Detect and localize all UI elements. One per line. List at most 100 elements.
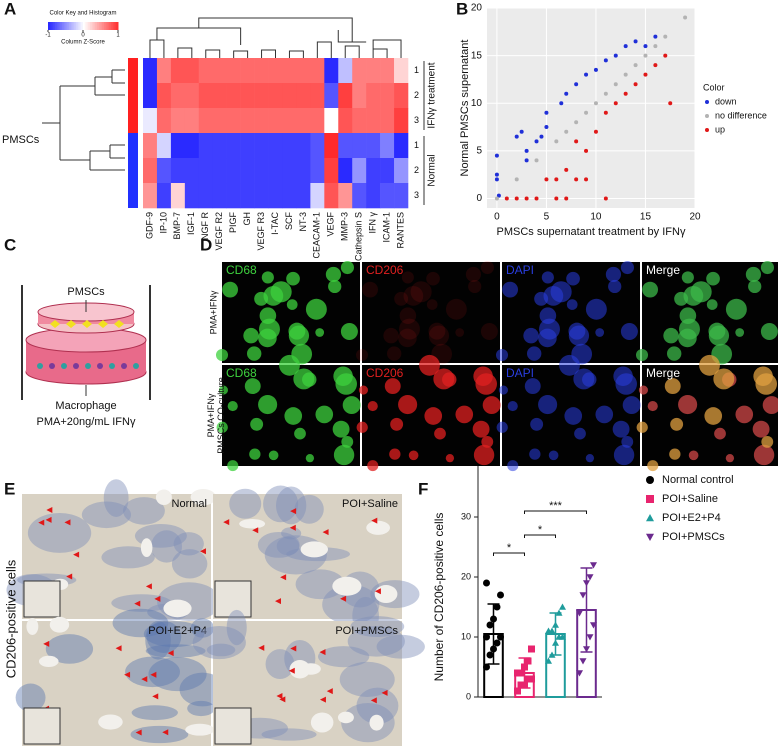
legend-marker	[646, 476, 654, 484]
scatter-point	[653, 34, 658, 39]
arrowhead	[322, 529, 329, 536]
heatmap-cell	[143, 133, 158, 159]
heatmap-cell	[143, 108, 158, 134]
data-point	[559, 603, 566, 610]
y-tick-label: 30	[461, 511, 471, 521]
cell-blob	[399, 318, 420, 340]
cell-blob	[455, 328, 465, 337]
heatmap-cell	[240, 83, 255, 109]
cell-blob	[539, 318, 560, 340]
cell-blob	[526, 346, 542, 361]
channel-label: DAPI	[506, 263, 534, 277]
cell-blob	[760, 260, 774, 275]
data-point	[528, 645, 535, 653]
scatter-point	[653, 44, 658, 49]
cell-blob	[699, 354, 720, 376]
heatmap-cell	[212, 58, 227, 84]
cell-blob	[706, 299, 718, 310]
cell-blob	[315, 328, 325, 337]
cell-blob	[495, 348, 509, 362]
cell-blob	[638, 385, 648, 395]
colorbar-step	[86, 22, 89, 30]
heatmap-cell	[254, 58, 269, 84]
heatmap-cell	[380, 158, 395, 184]
heatmap-cell	[143, 158, 158, 184]
cell-blob	[745, 266, 762, 282]
colorbar-step	[90, 22, 93, 30]
y-axis-label: CD206-positive cells	[3, 559, 18, 678]
cell-blob	[410, 281, 432, 303]
scatter-point	[504, 196, 509, 201]
heatmap-cell	[296, 133, 311, 159]
heatmap-cell	[254, 158, 269, 184]
colorbar-step	[65, 22, 68, 30]
heatmap-cell	[170, 133, 186, 159]
heatmap-cell	[226, 158, 241, 184]
cell-blob	[666, 346, 682, 361]
column-label: VEGF	[326, 212, 336, 237]
colorbar-step	[105, 22, 108, 30]
cell-blob	[342, 396, 361, 415]
tissue	[103, 479, 129, 517]
cell-blob	[523, 327, 539, 344]
scatter-point	[514, 177, 519, 182]
cell-blob	[595, 328, 605, 337]
heatmap-cell	[366, 158, 381, 184]
heatmap-cell	[310, 158, 325, 184]
arrowhead	[199, 548, 206, 555]
data-point	[486, 651, 494, 659]
tissue	[187, 700, 215, 717]
heatmap-cell	[240, 158, 255, 184]
colorbar-step	[77, 22, 80, 30]
arrowhead	[46, 506, 53, 513]
scatter-point	[496, 193, 501, 198]
significance-bracket	[524, 534, 556, 538]
cell-blob	[222, 281, 239, 298]
data-point	[517, 669, 525, 677]
arrowhead	[66, 573, 73, 580]
colorbar-step	[67, 22, 70, 30]
heatmap-cell	[198, 158, 214, 184]
legend-label: POI+Saline	[662, 493, 718, 505]
colorbar-step	[81, 22, 84, 30]
scatter-point	[593, 101, 598, 106]
tissue	[145, 644, 206, 658]
inset	[214, 707, 252, 745]
vessel	[239, 519, 266, 529]
cell-blob	[541, 271, 554, 284]
panel-label: F	[418, 479, 428, 498]
inset	[214, 580, 252, 618]
cell-blob	[762, 396, 778, 415]
scatter-point	[559, 101, 564, 106]
scatter-point	[534, 158, 539, 163]
arrowhead	[141, 676, 148, 683]
cell-blob	[455, 405, 474, 424]
tissue	[206, 643, 236, 657]
column-label: IFN γ	[368, 212, 378, 234]
column-label: SCF	[284, 211, 294, 230]
heatmap-cell	[380, 108, 395, 134]
heatmap-cell	[282, 158, 297, 184]
cell-blob	[612, 420, 630, 438]
cell-blob	[293, 368, 315, 390]
colorbar-tick-label: 1	[116, 33, 120, 39]
group-label: POI+PMSCs	[335, 625, 398, 637]
arrowhead	[370, 697, 377, 704]
heatmap-cell	[143, 83, 158, 109]
x-tick-label: 10	[590, 212, 602, 223]
cell-blob	[390, 417, 404, 431]
data-point	[583, 646, 590, 653]
heatmap-cell	[282, 108, 297, 134]
cell-blob	[305, 453, 315, 463]
vessel	[26, 618, 39, 635]
scatter-point	[584, 72, 589, 77]
panel-label: E	[4, 479, 15, 498]
column-label: GDF-9	[144, 212, 154, 239]
cell-blob	[664, 378, 681, 395]
tissue	[261, 728, 317, 741]
scatter-point	[603, 91, 608, 96]
data-point	[521, 663, 528, 671]
cell-blob	[259, 318, 280, 340]
data-point	[528, 675, 535, 683]
y-tick-label: 15	[471, 50, 483, 61]
